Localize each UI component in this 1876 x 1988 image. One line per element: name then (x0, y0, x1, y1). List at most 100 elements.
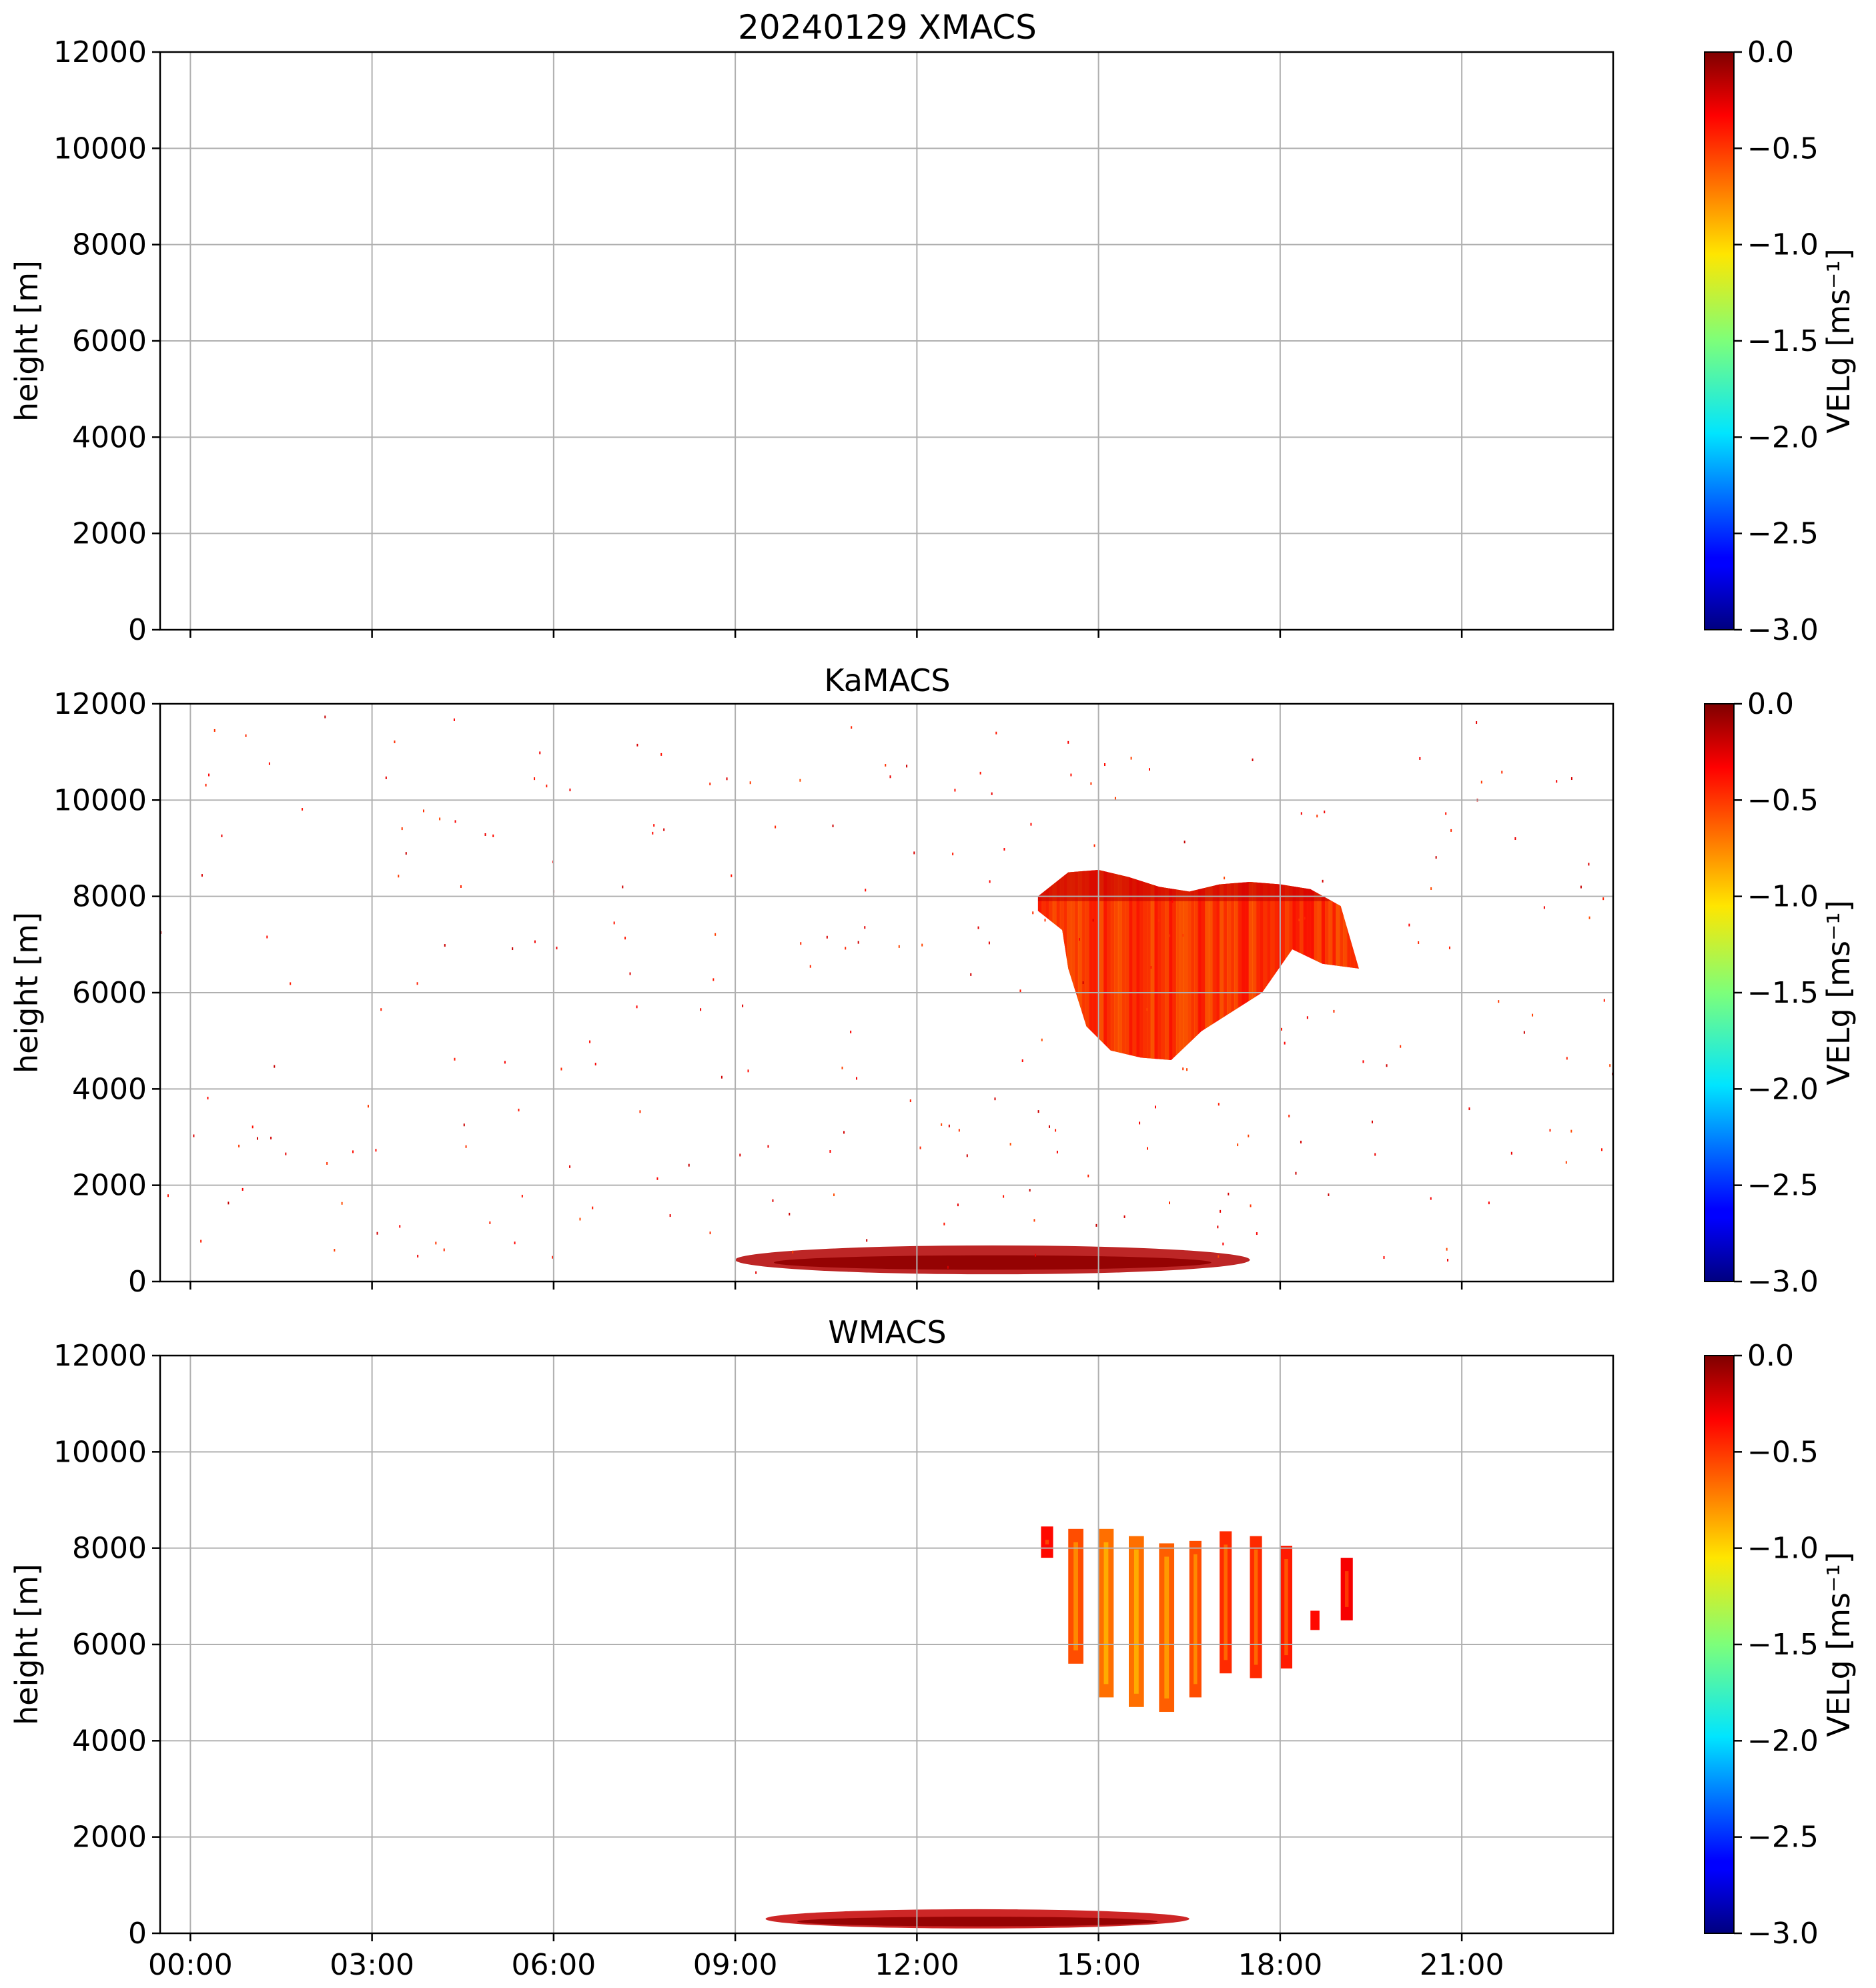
cloud-profile (1260, 869, 1264, 1061)
noise-speckle (767, 1145, 769, 1148)
noise-speckle (663, 828, 665, 831)
noise-speckle (742, 1004, 744, 1007)
noise-speckle (167, 1194, 169, 1197)
profile-strip-core (1254, 1549, 1258, 1665)
y-axis-label: height [m] (9, 912, 45, 1073)
noise-speckle (1447, 1258, 1449, 1262)
noise-speckle (731, 874, 733, 877)
noise-speckle (1316, 815, 1318, 818)
noise-speckle (1114, 797, 1116, 800)
panel-wmacs: WMACS 00:00 03:00 06:00 09:00 12:00 15:00 18:0… (9, 1314, 1857, 1982)
cloud-profile (1187, 869, 1192, 1061)
noise-speckle (484, 833, 486, 836)
noise-speckle (1565, 1161, 1567, 1164)
noise-speckle (656, 1177, 658, 1180)
x-tick-label: 12:00 (875, 1948, 959, 1982)
noise-speckle (726, 777, 728, 781)
noise-speckle (252, 1125, 254, 1129)
cloud-profile (1274, 869, 1279, 1061)
colorbar-tick-label: −1.5 (1747, 1628, 1819, 1662)
noise-speckle (302, 808, 304, 811)
noise-speckle (334, 1249, 336, 1252)
cloud-profile (1332, 869, 1337, 1061)
noise-speckle (463, 1123, 465, 1127)
x-tick-label: 00:00 (148, 1948, 233, 1982)
cloud-profile (1241, 869, 1246, 1061)
cloud-profile (1194, 869, 1199, 1061)
noise-speckle (1003, 848, 1005, 851)
noise-speckle (1048, 1125, 1050, 1128)
noise-speckle (521, 1194, 523, 1197)
noise-speckle (375, 1149, 377, 1152)
cloud-profile (1328, 869, 1333, 1061)
y-tick-label: 6000 (72, 1628, 147, 1662)
panel-xmacs: 20240129 XMACS 0 2000 4000 6000 8000 10000 120… (9, 8, 1857, 647)
noise-speckle (948, 1124, 950, 1127)
colorbar-label: VELg [ms⁻¹] (1821, 248, 1857, 433)
noise-speckle (1218, 1255, 1220, 1258)
noise-speckle (423, 809, 425, 813)
noise-speckle (1070, 773, 1072, 777)
noise-speckle (1186, 1068, 1188, 1071)
y-axis-label: height [m] (9, 260, 45, 422)
noise-speckle (954, 789, 956, 792)
y-tick-label: 0 (128, 1265, 147, 1299)
noise-speckle (952, 853, 954, 856)
cloud-profile (1180, 869, 1184, 1061)
colorbar-tick-label: 0.0 (1747, 1339, 1794, 1373)
noise-speckle (518, 1108, 520, 1111)
profile-strip-core (1284, 1559, 1288, 1656)
profile-strip-core (1045, 1540, 1049, 1545)
noise-speckle (1430, 1197, 1432, 1200)
noise-speckle (739, 1153, 741, 1157)
noise-speckle (1284, 1041, 1286, 1045)
noise-speckle (394, 740, 396, 744)
noise-speckle (850, 1030, 852, 1033)
cloud-profile (1346, 869, 1352, 1061)
noise-speckle (1306, 1016, 1308, 1019)
colorbar-tick-label: −2.0 (1747, 1724, 1819, 1758)
noise-speckle (845, 947, 847, 950)
noise-speckle (285, 1152, 287, 1155)
noise-speckle (636, 743, 638, 747)
noise-speckle (832, 825, 834, 828)
y-tick-label: 2000 (72, 1821, 147, 1855)
noise-speckle (1248, 1134, 1250, 1137)
noise-speckle (1386, 1064, 1388, 1067)
y-ticks: 0 2000 4000 6000 8000 10000 12000 (53, 35, 160, 647)
panel-title: 20240129 XMACS (738, 8, 1037, 47)
cloud-profile (1107, 869, 1111, 1061)
colorbar-tick-label: −3.0 (1747, 1917, 1819, 1951)
noise-speckle (1510, 1151, 1512, 1155)
colorbar-tick-label: −2.0 (1747, 1072, 1819, 1106)
noise-speckle (1222, 1242, 1224, 1246)
noise-speckle (245, 734, 247, 737)
noise-speckle (1148, 768, 1150, 771)
noise-speckle (889, 775, 891, 779)
grid (160, 1356, 1613, 1933)
colorbar-tick-label: 0.0 (1747, 687, 1794, 721)
noise-speckle (994, 1097, 996, 1101)
panel-title: WMACS (828, 1314, 946, 1350)
noise-speckle (851, 726, 853, 729)
noise-speckle (1468, 1107, 1470, 1111)
boundary-layer-core (773, 1255, 1212, 1270)
noise-speckle (594, 1063, 596, 1066)
noise-speckle (1543, 906, 1545, 909)
noise-speckle (1280, 1027, 1282, 1031)
colorbar-tick-label: −0.5 (1747, 131, 1819, 165)
colorbar-tick-label: −1.5 (1747, 976, 1819, 1010)
noise-speckle (913, 851, 915, 855)
cloud-profile (1089, 869, 1093, 1061)
noise-speckle (1400, 1045, 1402, 1048)
noise-speckle (1514, 837, 1516, 841)
cloud-profile (1147, 869, 1151, 1061)
noise-speckle (492, 834, 494, 837)
colorbar-ticks: 0.0 −0.5 −1.0 −1.5 −2.0 −2.5 −3.0 (1734, 687, 1819, 1299)
noise-speckle (772, 1199, 774, 1202)
cloud-profile (1230, 869, 1235, 1061)
colorbar-tick-label: −1.0 (1747, 880, 1819, 914)
cloud-profile (1354, 869, 1358, 1061)
noise-speckle (205, 783, 207, 787)
y-tick-label: 12000 (53, 1339, 147, 1373)
